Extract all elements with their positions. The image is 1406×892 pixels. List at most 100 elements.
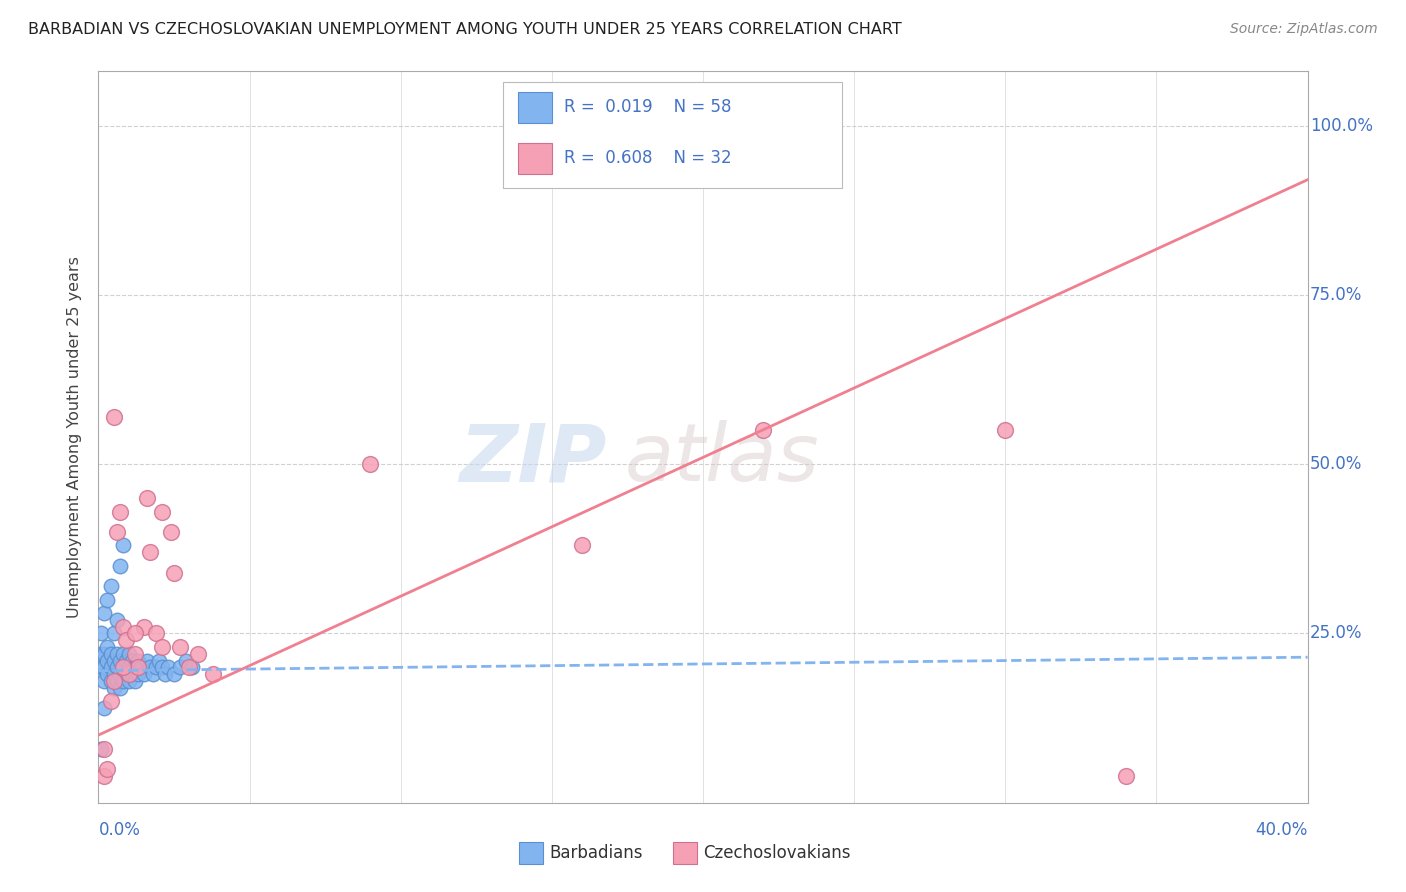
Point xyxy=(93,701,115,715)
Point xyxy=(124,626,146,640)
Y-axis label: Unemployment Among Youth under 25 years: Unemployment Among Youth under 25 years xyxy=(67,256,83,618)
Point xyxy=(121,667,143,681)
Point xyxy=(148,654,170,668)
Text: Source: ZipAtlas.com: Source: ZipAtlas.com xyxy=(1230,22,1378,37)
Point xyxy=(108,654,131,668)
Point xyxy=(103,667,125,681)
Point xyxy=(124,647,146,661)
Point xyxy=(96,654,118,668)
Point xyxy=(93,660,115,674)
Point xyxy=(132,667,155,681)
Point xyxy=(90,626,112,640)
Point xyxy=(96,592,118,607)
Point xyxy=(93,769,115,783)
Point xyxy=(135,654,157,668)
Point xyxy=(108,681,131,695)
Text: 40.0%: 40.0% xyxy=(1256,821,1308,839)
Point xyxy=(100,579,122,593)
Point xyxy=(96,640,118,654)
Point xyxy=(100,660,122,674)
Point xyxy=(129,660,152,674)
Point xyxy=(114,633,136,648)
Point xyxy=(571,538,593,552)
Bar xyxy=(519,841,543,863)
Text: 0.0%: 0.0% xyxy=(98,821,141,839)
Point xyxy=(169,660,191,674)
Point xyxy=(111,660,134,674)
Point xyxy=(150,660,173,674)
Point xyxy=(163,566,186,580)
Point xyxy=(145,626,167,640)
Text: 50.0%: 50.0% xyxy=(1310,455,1362,473)
FancyBboxPatch shape xyxy=(503,82,842,188)
Text: R =  0.019    N = 58: R = 0.019 N = 58 xyxy=(564,98,731,116)
Text: ZIP: ZIP xyxy=(458,420,606,498)
Text: R =  0.608    N = 32: R = 0.608 N = 32 xyxy=(564,149,731,168)
Point xyxy=(103,681,125,695)
Point xyxy=(169,640,191,654)
Point xyxy=(90,741,112,756)
Bar xyxy=(517,143,551,174)
Point xyxy=(118,647,141,661)
Point xyxy=(103,673,125,688)
Point xyxy=(114,654,136,668)
Point xyxy=(160,524,183,539)
Text: 25.0%: 25.0% xyxy=(1310,624,1362,642)
Point xyxy=(118,667,141,681)
Point xyxy=(103,654,125,668)
Point xyxy=(174,654,197,668)
Point xyxy=(135,491,157,505)
Point xyxy=(202,667,225,681)
Point xyxy=(156,660,179,674)
Point xyxy=(994,423,1017,437)
Text: Czechoslovakians: Czechoslovakians xyxy=(703,844,851,862)
Point xyxy=(108,505,131,519)
Point xyxy=(360,457,382,471)
Bar xyxy=(517,92,551,122)
Point xyxy=(93,673,115,688)
Point xyxy=(177,660,201,674)
Point xyxy=(153,667,176,681)
Point xyxy=(108,558,131,573)
Point xyxy=(118,673,141,688)
Point xyxy=(150,505,173,519)
Point xyxy=(100,694,122,708)
Point xyxy=(187,647,209,661)
Point xyxy=(124,673,146,688)
Text: BARBADIAN VS CZECHOSLOVAKIAN UNEMPLOYMENT AMONG YOUTH UNDER 25 YEARS CORRELATION: BARBADIAN VS CZECHOSLOVAKIAN UNEMPLOYMEN… xyxy=(28,22,901,37)
Point xyxy=(124,660,146,674)
Point xyxy=(139,660,162,674)
Point xyxy=(132,620,155,634)
Text: 75.0%: 75.0% xyxy=(1310,285,1362,304)
Point xyxy=(111,538,134,552)
Text: 100.0%: 100.0% xyxy=(1310,117,1374,135)
Text: atlas: atlas xyxy=(624,420,820,498)
Point xyxy=(139,545,162,559)
Point xyxy=(105,660,128,674)
Point xyxy=(111,660,134,674)
Point xyxy=(142,667,165,681)
Point xyxy=(111,647,134,661)
Point xyxy=(150,640,173,654)
Point xyxy=(114,667,136,681)
Point xyxy=(127,667,149,681)
Point xyxy=(111,673,134,688)
Point xyxy=(100,647,122,661)
Text: Barbadians: Barbadians xyxy=(550,844,643,862)
Point xyxy=(752,423,775,437)
Point xyxy=(93,606,115,620)
Point xyxy=(90,647,112,661)
Point xyxy=(96,762,118,776)
Point xyxy=(1115,769,1137,783)
Point xyxy=(127,660,149,674)
Point xyxy=(145,660,167,674)
Point xyxy=(181,660,204,674)
Point xyxy=(93,741,115,756)
Point xyxy=(93,647,115,661)
Point xyxy=(96,667,118,681)
Point xyxy=(105,613,128,627)
Point xyxy=(163,667,186,681)
Point xyxy=(118,660,141,674)
Bar xyxy=(672,841,697,863)
Point xyxy=(121,654,143,668)
